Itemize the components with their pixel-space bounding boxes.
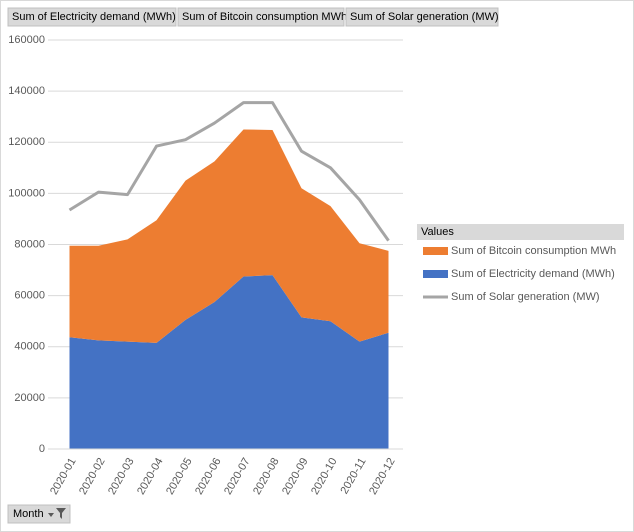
field-button[interactable]: Sum of Electricity demand (MWh) bbox=[7, 7, 177, 27]
field-button-label[interactable]: Sum of Solar generation (MW) bbox=[350, 11, 499, 23]
legend-title: Values bbox=[421, 226, 454, 238]
y-tick-label: 20000 bbox=[14, 392, 45, 404]
dropdown-icon[interactable] bbox=[48, 513, 54, 517]
legend-label: Sum of Solar generation (MW) bbox=[451, 291, 600, 303]
y-tick-label: 100000 bbox=[8, 187, 45, 199]
y-tick-label: 0 bbox=[39, 443, 45, 455]
legend-swatch bbox=[423, 247, 448, 255]
area-series bbox=[69, 275, 389, 449]
field-button[interactable]: Sum of Solar generation (MW) bbox=[345, 7, 499, 27]
y-tick-label: 140000 bbox=[8, 85, 45, 97]
filter-button-bg[interactable] bbox=[7, 504, 71, 524]
field-button-bg[interactable] bbox=[177, 7, 345, 27]
filter-button[interactable]: Month bbox=[7, 504, 71, 524]
filter-button-label[interactable]: Month bbox=[13, 508, 44, 520]
y-tick-label: 40000 bbox=[14, 341, 45, 353]
y-tick-label: 80000 bbox=[14, 238, 45, 250]
field-button-bg[interactable] bbox=[345, 7, 499, 27]
legend-label: Sum of Electricity demand (MWh) bbox=[451, 268, 615, 280]
y-tick-label: 160000 bbox=[8, 34, 45, 46]
field-button-bg[interactable] bbox=[7, 7, 177, 27]
line-series bbox=[68, 101, 390, 242]
area-series bbox=[69, 129, 389, 343]
legend-label: Sum of Bitcoin consumption MWh bbox=[451, 245, 616, 257]
field-button[interactable]: Sum of Bitcoin consumption MWh bbox=[177, 7, 347, 27]
filter-icon[interactable] bbox=[56, 508, 66, 519]
field-button-label[interactable]: Sum of Bitcoin consumption MWh bbox=[182, 11, 347, 23]
legend-title-bg bbox=[417, 224, 624, 240]
legend-swatch bbox=[423, 270, 448, 278]
y-tick-label: 60000 bbox=[14, 290, 45, 302]
field-button-label[interactable]: Sum of Electricity demand (MWh) bbox=[12, 11, 176, 23]
y-tick-label: 120000 bbox=[8, 136, 45, 148]
